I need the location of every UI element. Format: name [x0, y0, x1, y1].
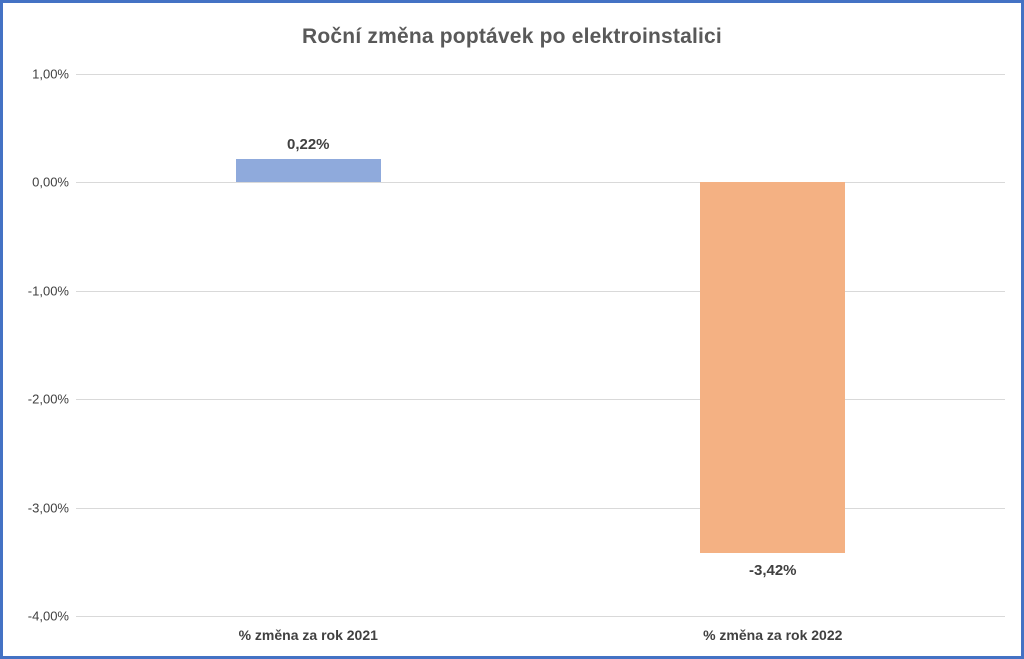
- y-tick-label: -4,00%: [27, 608, 69, 624]
- bar-2: [700, 182, 846, 554]
- category-label: % změna za rok 2022: [703, 627, 843, 643]
- bar-1: [235, 158, 381, 183]
- gridline: [76, 399, 1005, 401]
- gridline: [76, 290, 1005, 292]
- category-label: % změna za rok 2021: [238, 627, 378, 643]
- y-tick-label: -3,00%: [27, 500, 69, 516]
- gridline: [76, 182, 1005, 184]
- y-tick-label: -2,00%: [27, 391, 69, 407]
- plot-area: 0,22% -3,42%: [76, 74, 1005, 617]
- data-label: 0,22%: [286, 135, 330, 153]
- gridline: [76, 74, 1005, 75]
- y-tick-label: 0,00%: [32, 174, 69, 190]
- chart-title: Roční změna poptávek po elektroinstalici: [302, 25, 722, 48]
- gridline: [76, 507, 1005, 509]
- y-tick-label: 1,00%: [32, 66, 69, 82]
- y-axis-tick-labels: 1,00% 0,00% -1,00% -2,00% -3,00% -4,00%: [3, 67, 69, 624]
- gridline: [76, 616, 1005, 617]
- data-label: -3,42%: [748, 562, 797, 580]
- y-tick-label: -1,00%: [27, 283, 69, 299]
- x-axis-category-labels: % změna za rok 2021 % změna za rok 2022: [76, 627, 1005, 649]
